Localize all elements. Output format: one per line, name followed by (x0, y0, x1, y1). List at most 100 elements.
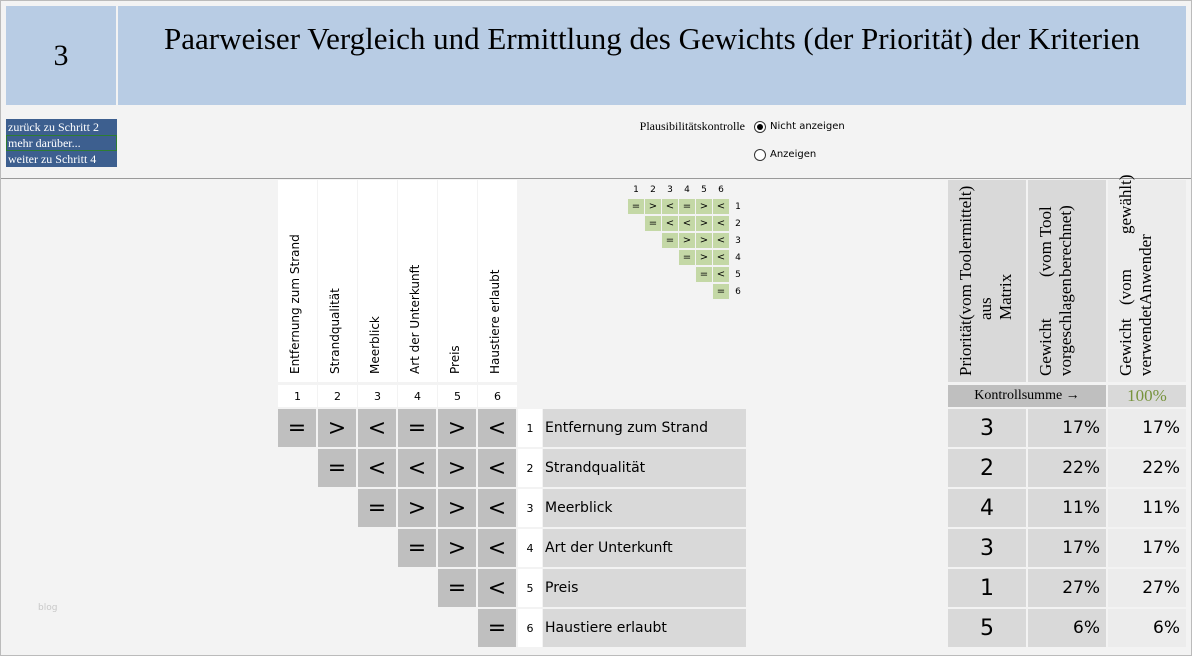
mini-header: 3 (667, 185, 673, 195)
plausibility-label: Plausibilitätskontrolle (639, 119, 745, 133)
mini-row-number: 4 (735, 252, 741, 263)
comparison-cell: = (478, 609, 516, 647)
comparison-cell: < (478, 449, 516, 487)
suggested-weight: 11% (1028, 489, 1106, 527)
header-line: Gewicht verwendet (1116, 305, 1155, 376)
radio-label[interactable]: Anzeigen (770, 149, 817, 160)
row-number: 3 (518, 489, 542, 527)
mini-cell: > (696, 199, 712, 214)
comparison-cell: < (478, 569, 516, 607)
row-label: Entfernung zum Strand (543, 409, 746, 447)
column-header: Entfernung zum Strand (278, 180, 317, 382)
suggested-weight: 27% (1028, 569, 1106, 607)
mini-cell: < (662, 216, 678, 231)
result-header: Gewicht verwendet (vom Anwender gewählt) (1108, 175, 1186, 382)
nav-button[interactable]: mehr darüber... (6, 135, 117, 151)
suggested-weight: 22% (1028, 449, 1106, 487)
comparison-cell: > (318, 409, 356, 447)
mini-cell: < (679, 216, 695, 231)
nav-button[interactable]: weiter zu Schritt 4 (6, 151, 117, 167)
mini-cell: < (713, 250, 729, 265)
column-number: 6 (478, 385, 517, 407)
mini-row-number: 6 (735, 286, 741, 297)
comparison-cell: < (358, 409, 396, 447)
nav-button[interactable]: zurück zu Schritt 2 (6, 119, 117, 135)
page-title: Paarweiser Vergleich und Ermittlung des … (118, 6, 1186, 105)
mini-header: 2 (650, 185, 656, 195)
header-line: Priorität (956, 320, 975, 376)
mini-cell: > (645, 199, 661, 214)
suggested-weight: 17% (1028, 529, 1106, 567)
watermark: blog (38, 603, 58, 613)
header-line: ermittelt) (956, 186, 975, 250)
mini-row-number: 2 (735, 218, 741, 229)
priority: 4 (948, 489, 1026, 527)
comparison-cell: < (358, 449, 396, 487)
row-number: 6 (518, 609, 542, 647)
row-number: 2 (518, 449, 542, 487)
comparison-cell: > (438, 409, 476, 447)
column-header: Art der Unterkunft (398, 180, 437, 382)
comparison-cell: = (358, 489, 396, 527)
used-weight: 6% (1108, 609, 1186, 647)
column-number: 3 (358, 385, 397, 407)
divider (0, 178, 1192, 179)
column-header: Preis (438, 180, 477, 382)
mini-cell: > (696, 216, 712, 231)
priority: 2 (948, 449, 1026, 487)
column-header: Strandqualität (318, 180, 357, 382)
priority: 3 (948, 409, 1026, 447)
column-number: 4 (398, 385, 437, 407)
comparison-cell: = (278, 409, 316, 447)
column-number: 5 (438, 385, 477, 407)
mini-cell: > (696, 250, 712, 265)
used-weight: 17% (1108, 409, 1186, 447)
row-label: Preis (543, 569, 746, 607)
mini-row-number: 3 (735, 235, 741, 246)
comparison-cell: > (438, 529, 476, 567)
header-line: gewählt) (1116, 174, 1135, 235)
column-number: 1 (278, 385, 317, 407)
comparison-cell: = (398, 409, 436, 447)
comparison-cell: < (478, 409, 516, 447)
checksum-label: Kontrollsumme → (948, 385, 1106, 407)
row-label: Art der Unterkunft (543, 529, 746, 567)
suggested-weight: 17% (1028, 409, 1106, 447)
radio-dot (757, 124, 763, 130)
suggested-weight: 6% (1028, 609, 1106, 647)
priority: 1 (948, 569, 1026, 607)
column-header: Meerblick (358, 180, 397, 382)
header-line: (vom Tool berechnet) (1036, 205, 1075, 277)
radio-label[interactable]: Nicht anzeigen (770, 121, 845, 132)
row-label: Haustiere erlaubt (543, 609, 746, 647)
radio-button[interactable] (754, 121, 766, 133)
step-number: 3 (6, 6, 116, 105)
comparison-cell: < (478, 529, 516, 567)
mini-cell: > (679, 233, 695, 248)
row-number: 5 (518, 569, 542, 607)
comparison-cell: = (398, 529, 436, 567)
comparison-cell: > (398, 489, 436, 527)
row-label: Meerblick (543, 489, 746, 527)
header-line: (vom Anwender (1116, 234, 1155, 306)
row-label: Strandqualität (543, 449, 746, 487)
mini-cell: = (662, 233, 678, 248)
comparison-cell: > (438, 489, 476, 527)
mini-cell: < (713, 233, 729, 248)
comparison-cell: = (438, 569, 476, 607)
checksum-value: 100% (1108, 385, 1186, 407)
mini-row-number: 5 (735, 269, 741, 280)
comparison-cell: < (398, 449, 436, 487)
column-header: Haustiere erlaubt (478, 180, 517, 382)
mini-cell: = (679, 199, 695, 214)
used-weight: 17% (1108, 529, 1186, 567)
mini-header: 6 (718, 185, 724, 195)
header-line: Gewicht vorgeschlagen (1036, 278, 1075, 376)
row-number: 4 (518, 529, 542, 567)
result-header: Priorität (vom Tool aus Matrix ermittelt) (948, 180, 1026, 382)
radio-button[interactable] (754, 149, 766, 161)
used-weight: 27% (1108, 569, 1186, 607)
comparison-cell: = (318, 449, 356, 487)
comparison-cell: > (438, 449, 476, 487)
mini-cell: < (713, 267, 729, 282)
